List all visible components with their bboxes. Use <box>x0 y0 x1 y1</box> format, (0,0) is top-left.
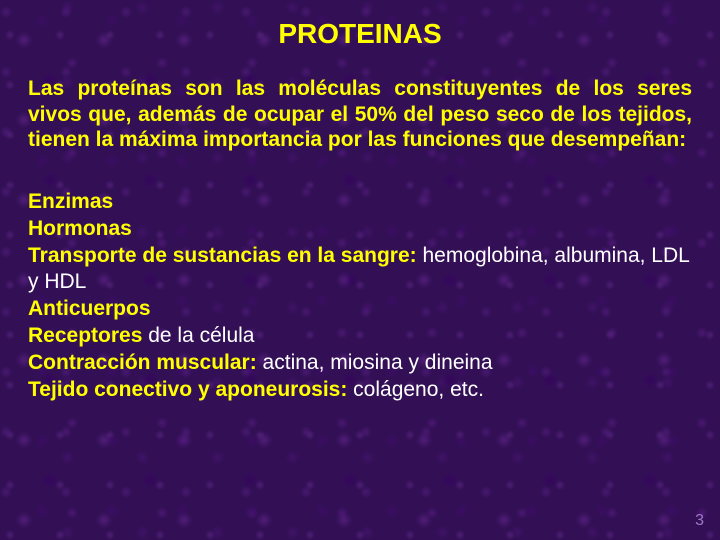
functions-list: Enzimas Hormonas Transporte de sustancia… <box>28 189 692 404</box>
function-item: Hormonas <box>28 216 692 243</box>
page-number: 3 <box>695 512 704 530</box>
function-rest: de la célula <box>142 324 254 347</box>
function-bold: Receptores <box>28 324 142 347</box>
function-item: Transporte de sustancias en la sangre: h… <box>28 243 692 297</box>
function-item: Tejido conectivo y aponeurosis: colágeno… <box>28 377 692 404</box>
function-bold: Hormonas <box>28 217 132 240</box>
function-rest: actina, miosina y dineina <box>257 351 493 374</box>
function-item: Receptores de la célula <box>28 323 692 350</box>
function-bold: Anticuerpos <box>28 297 151 320</box>
slide-title: PROTEINAS <box>28 18 692 50</box>
function-item: Enzimas <box>28 189 692 216</box>
intro-paragraph: Las proteínas son las moléculas constitu… <box>28 76 692 153</box>
function-item: Contracción muscular: actina, miosina y … <box>28 350 692 377</box>
function-rest: colágeno, etc. <box>347 378 484 401</box>
function-bold: Contracción muscular: <box>28 351 257 374</box>
function-bold: Tejido conectivo y aponeurosis: <box>28 378 347 401</box>
function-item: Anticuerpos <box>28 296 692 323</box>
function-bold: Transporte de sustancias en la sangre: <box>28 244 417 267</box>
function-bold: Enzimas <box>28 190 113 213</box>
slide-content: PROTEINAS Las proteínas son las molécula… <box>0 0 720 540</box>
